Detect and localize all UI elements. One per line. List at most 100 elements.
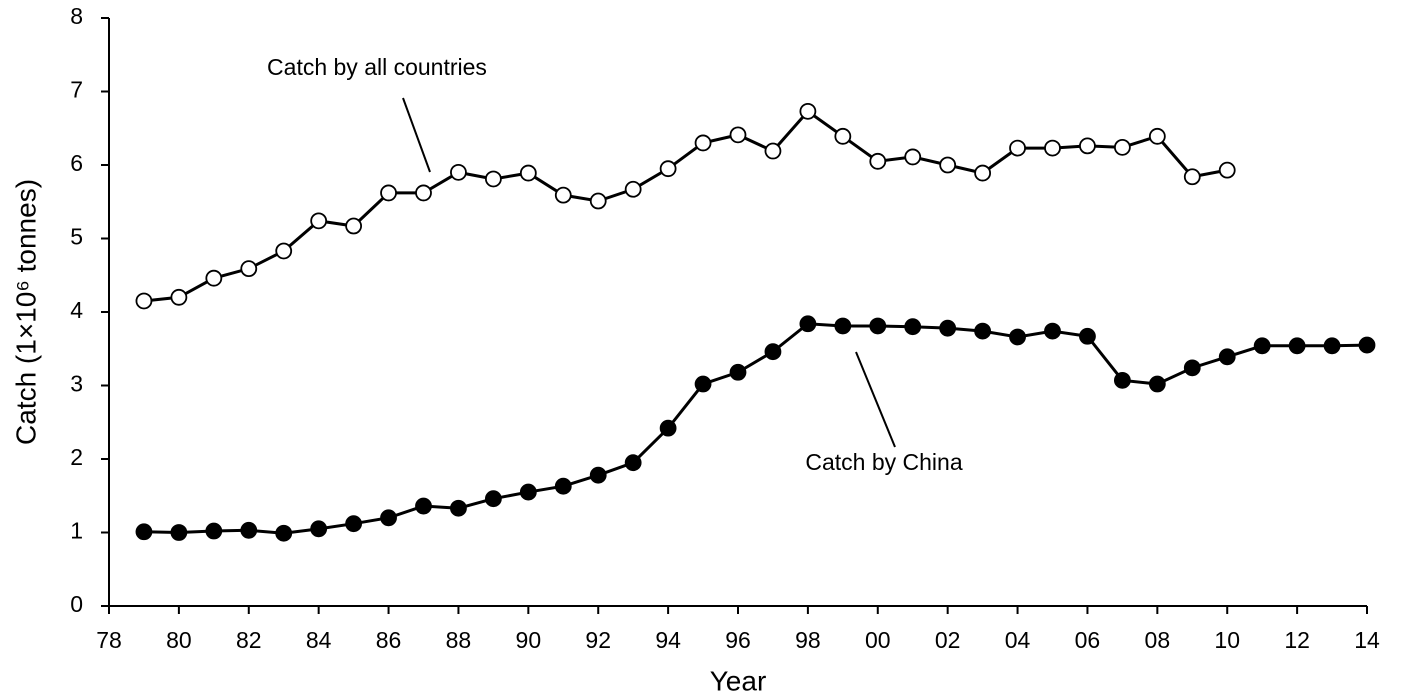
data-point [484, 170, 502, 188]
data-point [1113, 371, 1131, 389]
x-tick-label: 00 [865, 627, 891, 653]
y-tick-label: 4 [70, 297, 83, 323]
data-point [240, 260, 258, 278]
data-point [869, 317, 887, 335]
data-point [834, 127, 852, 145]
data-point [484, 490, 502, 508]
x-tick-label: 82 [236, 627, 262, 653]
data-point [345, 515, 363, 533]
x-tick-label: 98 [795, 627, 821, 653]
y-tick-label: 1 [70, 518, 83, 544]
annotation: Catch by China [805, 449, 962, 475]
x-tick-label: 08 [1145, 627, 1171, 653]
data-point [764, 142, 782, 160]
data-point [1183, 168, 1201, 186]
series-line [143, 109, 1228, 303]
data-point [869, 152, 887, 170]
x-tick-label: 90 [516, 627, 542, 653]
data-point [1218, 348, 1236, 366]
data-point [1009, 328, 1026, 346]
y-tick-label: 5 [70, 224, 83, 250]
y-tick-label: 6 [70, 150, 83, 176]
data-point [1323, 337, 1341, 355]
y-tick-label: 2 [70, 444, 83, 470]
data-point [974, 164, 992, 182]
data-point [205, 269, 223, 287]
data-point [1288, 337, 1306, 355]
annotation-leader [402, 97, 431, 173]
data-point [450, 499, 467, 517]
series-line [143, 322, 1368, 535]
data-point [275, 242, 293, 260]
x-tick-label: 86 [376, 627, 402, 653]
y-axis-label: Catch (1×10⁶ tonnes) [10, 179, 41, 445]
annotation-leader [855, 351, 896, 448]
data-point [450, 163, 467, 181]
data-point [345, 217, 363, 235]
data-point [1009, 139, 1026, 157]
data-point [1358, 336, 1376, 354]
x-tick-label: 02 [935, 627, 961, 653]
data-point [1044, 139, 1061, 157]
data-point [1253, 337, 1271, 355]
data-point [415, 497, 432, 515]
data-point [310, 212, 328, 230]
data-point [729, 126, 747, 144]
data-point [624, 454, 642, 472]
data-point [799, 315, 817, 333]
data-point [659, 419, 677, 437]
data-point [904, 318, 922, 336]
y-tick-label: 8 [70, 3, 83, 29]
data-point [729, 363, 747, 381]
data-point [624, 180, 642, 198]
data-point [694, 375, 712, 393]
x-tick-label: 78 [96, 627, 122, 653]
x-tick-label: 12 [1284, 627, 1310, 653]
data-point [135, 523, 153, 541]
x-tick-label: 96 [725, 627, 751, 653]
x-tick-label: 94 [655, 627, 681, 653]
data-point [1079, 327, 1096, 345]
data-point [1079, 137, 1096, 155]
data-point [1218, 161, 1236, 179]
x-tick-label: 92 [585, 627, 611, 653]
data-point [310, 520, 328, 538]
data-point [205, 522, 223, 540]
x-axis-label: Year [710, 665, 767, 696]
data-point [380, 184, 397, 202]
x-tick-label: 84 [306, 627, 332, 653]
y-tick-label: 3 [70, 371, 83, 397]
data-point [589, 192, 607, 210]
data-point [170, 288, 188, 306]
data-point [519, 164, 537, 182]
x-tick-label: 14 [1354, 627, 1380, 653]
data-point [834, 317, 852, 335]
x-tick-label: 04 [1005, 627, 1031, 653]
x-tick-label: 80 [166, 627, 192, 653]
data-point [1044, 322, 1061, 340]
x-tick-label: 88 [446, 627, 472, 653]
data-point [170, 524, 188, 541]
data-point [380, 509, 397, 527]
data-point [589, 466, 607, 484]
y-tick-label: 7 [70, 77, 83, 103]
data-point [939, 319, 957, 337]
data-point [974, 322, 992, 340]
data-point [1148, 375, 1166, 393]
data-point [1113, 138, 1131, 156]
data-point [694, 134, 712, 152]
data-point [799, 102, 817, 120]
data-point [659, 160, 677, 178]
data-point [1183, 359, 1201, 377]
x-tick-label: 10 [1214, 627, 1240, 653]
data-point [135, 292, 153, 310]
data-point [415, 184, 432, 202]
data-point [554, 186, 572, 204]
data-point [275, 524, 293, 542]
data-point [240, 521, 258, 539]
y-tick-label: 0 [70, 591, 83, 617]
data-point [1148, 127, 1166, 145]
data-point [554, 477, 572, 495]
data-point [764, 343, 782, 361]
